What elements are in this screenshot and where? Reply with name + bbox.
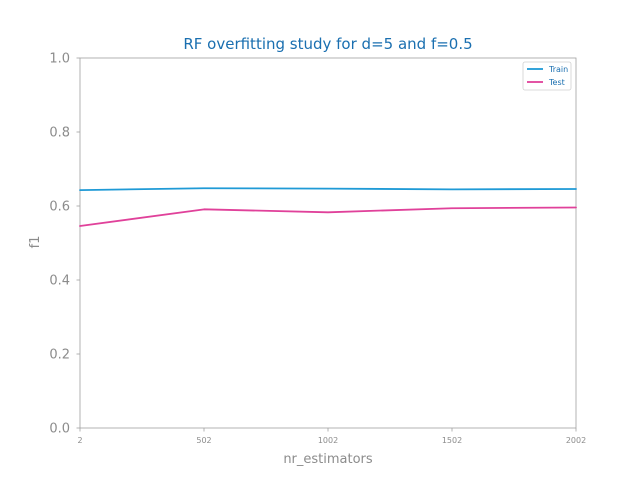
legend-label: Test bbox=[548, 78, 565, 87]
x-tick-label: 2002 bbox=[566, 436, 586, 445]
legend-label: Train bbox=[548, 65, 568, 74]
x-tick-label: 502 bbox=[196, 436, 211, 445]
chart-title: RF overfitting study for d=5 and f=0.5 bbox=[183, 35, 472, 53]
y-tick-label: 0.4 bbox=[49, 274, 70, 289]
y-axis: 0.0 0.2 0.4 0.6 0.8 1.0 bbox=[49, 52, 80, 437]
y-tick-label: 0.2 bbox=[49, 348, 70, 363]
y-tick-label: 0.6 bbox=[49, 200, 70, 215]
plot-area bbox=[79, 57, 577, 429]
x-tick-label: 2 bbox=[77, 436, 82, 445]
x-tick-label: 1502 bbox=[442, 436, 462, 445]
x-axis: 2 502 1002 1502 2002 bbox=[77, 428, 586, 445]
series-layer bbox=[79, 187, 577, 227]
x-axis-label: nr_estimators bbox=[283, 452, 373, 467]
y-axis-label: f1 bbox=[28, 236, 43, 249]
y-tick-label: 0.8 bbox=[49, 126, 70, 141]
x-tick-label: 1002 bbox=[318, 436, 338, 445]
series-line-train bbox=[79, 187, 577, 191]
y-tick-label: 0.0 bbox=[49, 422, 70, 437]
plot-border bbox=[79, 57, 577, 429]
y-tick-label: 1.0 bbox=[49, 52, 70, 67]
legend: Train Test bbox=[522, 61, 572, 91]
series-line-test bbox=[79, 206, 577, 227]
